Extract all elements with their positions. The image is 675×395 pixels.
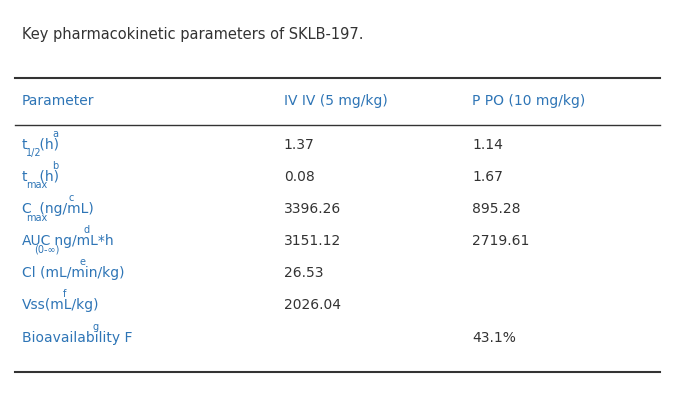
- Text: 2026.04: 2026.04: [284, 298, 341, 312]
- Text: P PO (10 mg/kg): P PO (10 mg/kg): [472, 94, 585, 108]
- Text: 1.37: 1.37: [284, 137, 315, 152]
- Text: d: d: [84, 225, 90, 235]
- Text: 2719.61: 2719.61: [472, 234, 529, 248]
- Text: t: t: [22, 137, 27, 152]
- Text: a: a: [52, 128, 58, 139]
- Text: 26.53: 26.53: [284, 266, 323, 280]
- Text: b: b: [52, 161, 58, 171]
- Text: Bioavailability F: Bioavailability F: [22, 331, 132, 344]
- Text: 3396.26: 3396.26: [284, 202, 341, 216]
- Text: 1.14: 1.14: [472, 137, 503, 152]
- Text: f: f: [63, 290, 67, 299]
- Text: c: c: [69, 193, 74, 203]
- Text: IV IV (5 mg/kg): IV IV (5 mg/kg): [284, 94, 387, 108]
- Text: (h): (h): [35, 137, 59, 152]
- Text: max: max: [26, 213, 47, 222]
- Text: t: t: [22, 170, 27, 184]
- Text: Key pharmacokinetic parameters of SKLB-197.: Key pharmacokinetic parameters of SKLB-1…: [22, 27, 363, 42]
- Text: (0-∞): (0-∞): [34, 245, 59, 255]
- Text: 1.67: 1.67: [472, 170, 503, 184]
- Text: Parameter: Parameter: [22, 94, 94, 108]
- Text: 895.28: 895.28: [472, 202, 520, 216]
- Text: Vss(mL/kg): Vss(mL/kg): [22, 298, 99, 312]
- Text: 0.08: 0.08: [284, 170, 315, 184]
- Text: e: e: [80, 257, 86, 267]
- Text: (ng/mL): (ng/mL): [35, 202, 94, 216]
- Text: 43.1%: 43.1%: [472, 331, 516, 344]
- Text: AUC: AUC: [22, 234, 51, 248]
- Text: (h): (h): [35, 170, 59, 184]
- Text: 1/2: 1/2: [26, 148, 41, 158]
- Text: Cl (mL/min/kg): Cl (mL/min/kg): [22, 266, 124, 280]
- Text: g: g: [92, 322, 99, 331]
- Text: C: C: [22, 202, 31, 216]
- Text: max: max: [26, 181, 47, 190]
- Text: 3151.12: 3151.12: [284, 234, 341, 248]
- Text: ng/mL*h: ng/mL*h: [50, 234, 114, 248]
